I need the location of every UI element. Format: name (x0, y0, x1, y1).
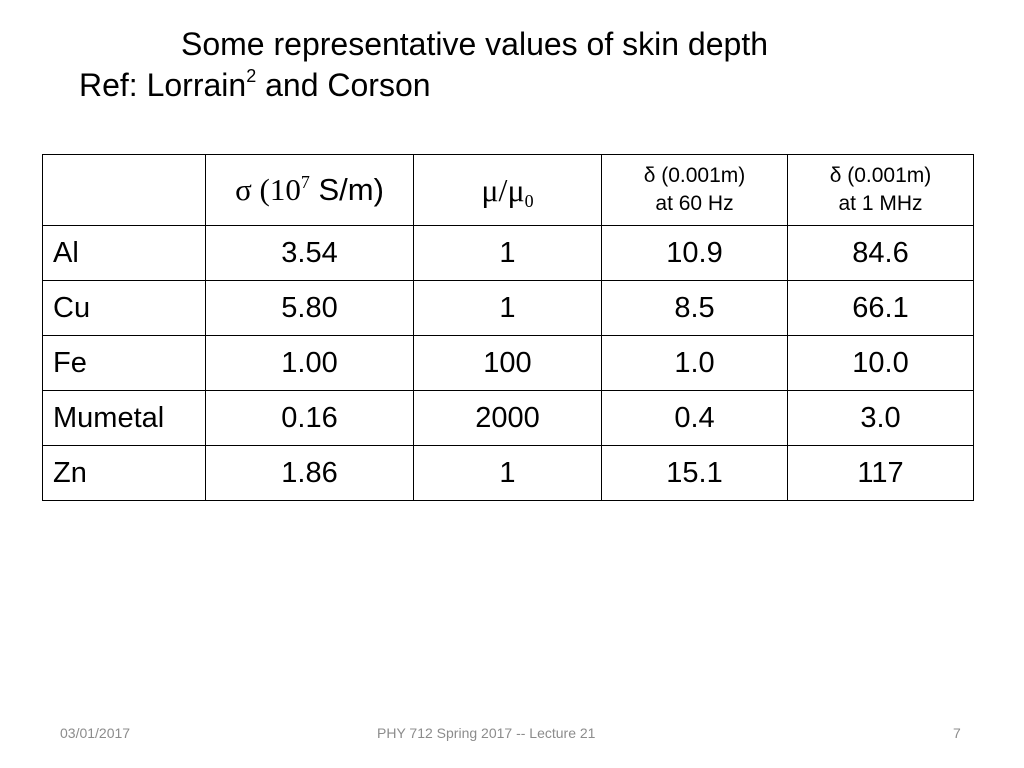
delta-60hz-cell: 15.1 (601, 445, 788, 501)
table-header-row: σ (107 S/m) μ/μ0 δ (0.001m) at 60 Hz δ (0… (42, 154, 974, 226)
sigma-cell: 1.86 (205, 445, 414, 501)
sigma-cell: 3.54 (205, 225, 414, 281)
material-cell: Fe (42, 335, 206, 391)
header-sigma-unit: S/m) (309, 172, 384, 207)
sigma-cell: 0.16 (205, 390, 414, 446)
skin-depth-table: σ (107 S/m) μ/μ0 δ (0.001m) at 60 Hz δ (0… (42, 154, 974, 501)
header-delta-60hz-line1: δ (0.001m) (643, 164, 746, 187)
mu-cell: 1 (413, 225, 602, 281)
title-ref-suffix: and Corson (256, 67, 431, 103)
title-ref-text: Ref: Lorrain (79, 67, 247, 103)
material-cell: Zn (42, 445, 206, 501)
delta-1mhz-cell: 84.6 (787, 225, 974, 281)
header-cell-delta-60hz: δ (0.001m) at 60 Hz (601, 154, 788, 226)
header-delta-1mhz-line1: δ (0.001m) (829, 164, 932, 187)
mu-cell: 100 (413, 335, 602, 391)
material-cell: Mumetal (42, 390, 206, 446)
material-cell: Cu (42, 280, 206, 336)
footer-page-number: 7 (953, 725, 961, 741)
header-sigma-exponent: 7 (300, 172, 310, 192)
delta-1mhz-cell: 10.0 (787, 335, 974, 391)
table-row: Zn 1.86 1 15.1 117 (42, 445, 974, 501)
title-ref-superscript: 2 (246, 66, 257, 86)
delta-1mhz-cell: 117 (787, 445, 974, 501)
header-cell-sigma: σ (107 S/m) (205, 154, 414, 226)
delta-60hz-cell: 1.0 (601, 335, 788, 391)
table-row: Fe 1.00 100 1.0 10.0 (42, 335, 974, 391)
mu-cell: 1 (413, 280, 602, 336)
material-cell: Al (42, 225, 206, 281)
delta-60hz-cell: 0.4 (601, 390, 788, 446)
delta-1mhz-cell: 3.0 (787, 390, 974, 446)
header-delta-60hz-line2: at 60 Hz (655, 192, 734, 215)
sigma-cell: 1.00 (205, 335, 414, 391)
header-mu-prefix: μ/μ (481, 171, 525, 208)
delta-60hz-cell: 10.9 (601, 225, 788, 281)
header-cell-mu: μ/μ0 (413, 154, 602, 226)
header-cell-empty (42, 154, 206, 226)
table-row: Mumetal 0.16 2000 0.4 3.0 (42, 390, 974, 446)
header-mu-subscript: 0 (524, 190, 534, 211)
mu-cell: 1 (413, 445, 602, 501)
footer-date: 03/01/2017 (60, 725, 131, 741)
table-row: Cu 5.80 1 8.5 66.1 (42, 280, 974, 336)
sigma-cell: 5.80 (205, 280, 414, 336)
header-sigma-prefix: σ (10 (235, 172, 301, 207)
mu-cell: 2000 (413, 390, 602, 446)
title-line-2: Ref: Lorrain2 and Corson (79, 65, 431, 105)
delta-1mhz-cell: 66.1 (787, 280, 974, 336)
delta-60hz-cell: 8.5 (601, 280, 788, 336)
footer-course: PHY 712 Spring 2017 -- Lecture 21 (377, 725, 596, 741)
table-row: Al 3.54 1 10.9 84.6 (42, 225, 974, 281)
header-cell-delta-1mhz: δ (0.001m) at 1 MHz (787, 154, 974, 226)
header-delta-1mhz-line2: at 1 MHz (838, 192, 923, 215)
title-line-1: Some representative values of skin depth (181, 26, 768, 62)
